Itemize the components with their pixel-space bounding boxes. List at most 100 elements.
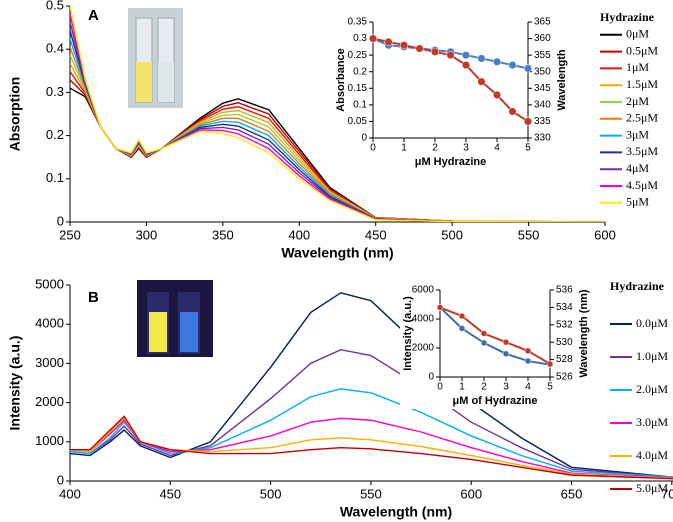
cuvette-solution (158, 62, 174, 102)
cuvette-photo-a (128, 8, 183, 108)
y-tick-label: 0.3 (46, 84, 64, 99)
y2-axis-label: Wavelength (556, 49, 568, 111)
legend-label: 3.5μM (626, 144, 658, 158)
data-point (461, 61, 471, 70)
y-tick-label: 0.35 (348, 17, 368, 28)
y-tick-label: 6000 (412, 285, 435, 296)
y2-tick-label: 526 (556, 372, 573, 383)
legend-label: 4μM (626, 161, 649, 175)
cuvette-solution (136, 62, 152, 102)
data-point (458, 325, 466, 332)
y-tick-label: 0.4 (46, 41, 64, 56)
legend-label: 3μM (626, 127, 649, 141)
y2-tick-label: 350 (534, 66, 551, 77)
series-line (70, 348, 673, 478)
data-point (368, 34, 378, 43)
data-point (477, 77, 486, 86)
legend-label: 0μM (626, 27, 649, 41)
x-tick-label: 0 (437, 382, 443, 393)
y-tick-label: 0 (57, 213, 64, 228)
x-tick-label: 650 (561, 486, 583, 501)
chart: 0 1 2 3 4 500.050.10.150.20.250.30.3533033534… (333, 12, 568, 170)
x-axis-label: μM of Hydrazine (453, 395, 538, 407)
series-line (70, 417, 673, 479)
data-point (446, 51, 455, 60)
x-tick-label: 700 (661, 486, 673, 501)
data-point (502, 338, 510, 346)
data-point (523, 64, 533, 73)
data-point (523, 117, 533, 126)
y-tick-label: 1000 (35, 433, 64, 448)
x-tick-label: 600 (460, 486, 482, 501)
y-tick-label: 0.15 (348, 83, 368, 94)
y2-tick-label: 355 (534, 50, 551, 61)
y-axis-label: Absorption (7, 77, 23, 152)
y2-axis-label: Wavelength (nm) (578, 289, 590, 378)
y-tick-label: 0 (361, 133, 367, 144)
data-point (508, 61, 517, 70)
legend-label: 2.0μM (636, 382, 668, 396)
legend-label: 4.5μM (626, 178, 658, 192)
chart: 0 1 2 3 4 5 0 2000 4000 6000 526 528 530 532 534 536 μM … (400, 280, 590, 409)
y-tick-label: 3000 (35, 355, 64, 370)
x-tick-label: 500 (441, 227, 463, 242)
x-tick-label: 2 (432, 143, 438, 154)
series-line (70, 388, 673, 478)
y-tick-label: 0.25 (348, 50, 368, 61)
x-tick-label: 2 (481, 382, 487, 393)
chart: 4004505005506006507000100020003000400050… (7, 276, 673, 520)
data-point (436, 304, 444, 311)
x-tick-label: 400 (59, 486, 81, 501)
data-point (415, 44, 424, 53)
data-point (492, 90, 502, 99)
x-tick-label: 1 (401, 143, 407, 154)
y2-tick-label: 340 (534, 99, 551, 110)
x-tick-label: 250 (59, 227, 81, 242)
y-tick-label: 0.05 (348, 116, 368, 127)
data-point (508, 107, 517, 116)
data-point (480, 339, 488, 347)
cuvette-solution (180, 312, 198, 352)
x-tick-label: 1 (459, 382, 465, 393)
legend-title: Hydrazine (610, 279, 665, 293)
x-tick-label: 550 (360, 486, 382, 501)
y2-tick-label: 534 (556, 302, 573, 313)
y-tick-label: 0.2 (353, 66, 367, 77)
x-tick-label: 5 (547, 382, 553, 393)
y-tick-label: 0.5 (46, 0, 64, 12)
legend-label: 1.0μM (636, 349, 668, 363)
data-point (502, 350, 510, 358)
x-tick-label: 550 (518, 227, 540, 242)
y2-tick-label: 330 (534, 133, 551, 144)
y-tick-label: 0.1 (46, 170, 64, 185)
legend-label: 2.5μM (626, 111, 658, 125)
y-tick-label: 2000 (412, 343, 435, 354)
x-tick-label: 0 (370, 143, 376, 154)
data-point (524, 357, 532, 365)
data-point (492, 57, 502, 66)
inset-background (333, 12, 568, 170)
x-tick-label: 4 (525, 382, 531, 393)
y-tick-label: 0 (57, 472, 64, 487)
data-point (546, 360, 554, 368)
x-tick-label: 3 (463, 143, 469, 154)
series-line (70, 292, 673, 478)
data-point (477, 54, 486, 63)
legend-label: 4.0μM (636, 448, 668, 462)
cuvette-photo-b (137, 280, 213, 357)
x-tick-label: 500 (260, 486, 282, 501)
y2-tick-label: 528 (556, 354, 573, 365)
x-tick-label: 400 (288, 227, 310, 242)
y-tick-label: 2000 (35, 394, 64, 409)
x-tick-label: 300 (136, 227, 158, 242)
series-line (440, 306, 550, 366)
panel-label: A (88, 7, 99, 24)
x-tick-label: 350 (212, 227, 234, 242)
data-point (458, 312, 466, 320)
y-tick-label: 4000 (412, 314, 435, 325)
data-point (384, 37, 393, 46)
series-line (440, 306, 550, 365)
y-tick-label: 0.2 (46, 127, 64, 142)
data-point (399, 41, 409, 50)
